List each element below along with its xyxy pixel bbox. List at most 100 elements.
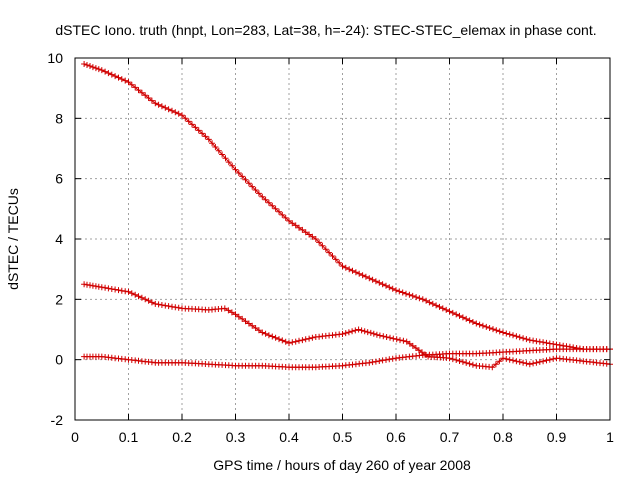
y-tick-label: -2 [51, 412, 64, 428]
data-point-plus [262, 196, 269, 203]
data-point-plus [115, 74, 122, 81]
data-point-plus [98, 67, 105, 74]
data-point-plus [516, 358, 523, 365]
data-point-plus [433, 302, 440, 309]
data-point-plus [306, 231, 313, 238]
data-point-plus [513, 358, 520, 365]
data-point-plus [202, 133, 209, 140]
data-point-plus [296, 224, 302, 231]
plot-series [81, 61, 613, 371]
data-point-plus [540, 339, 547, 346]
data-point-plus [403, 338, 410, 345]
data-point-plus [540, 358, 547, 365]
data-point-plus [252, 325, 259, 331]
data-point-plus [319, 242, 326, 249]
data-point-plus [102, 68, 109, 75]
data-point-plus [426, 299, 433, 306]
data-point-plus [212, 144, 219, 150]
data-point-plus [510, 357, 516, 364]
data-point-plus [249, 322, 256, 329]
data-point-plus [179, 112, 185, 119]
data-point-plus [352, 327, 359, 334]
y-tick-label: 4 [55, 231, 63, 247]
data-point-plus [386, 356, 393, 363]
data-point-plus [272, 334, 279, 341]
data-point-plus [413, 294, 420, 301]
data-point-plus [115, 287, 122, 294]
data-point-plus [84, 62, 90, 68]
x-axis-label: GPS time / hours of day 260 of year 2008 [213, 457, 471, 473]
data-point-plus [533, 359, 540, 366]
data-point-plus [352, 269, 359, 276]
data-point-plus [463, 359, 470, 366]
data-point-plus [225, 159, 232, 166]
data-point-plus [339, 331, 346, 337]
data-point-plus [158, 103, 165, 110]
data-point-plus [520, 359, 527, 366]
y-tick-label: 0 [55, 352, 63, 368]
data-point-plus [316, 239, 323, 246]
data-point-plus [492, 361, 499, 368]
data-point-plus [380, 333, 387, 340]
data-point-plus [516, 334, 523, 341]
data-point-plus [520, 335, 527, 342]
data-point-plus [456, 358, 463, 364]
data-point-plus [342, 330, 349, 337]
data-point-plus [259, 329, 266, 336]
series-2 [81, 281, 613, 371]
data-point-plus [409, 292, 416, 299]
data-point-plus [379, 281, 386, 288]
data-point-plus [132, 84, 139, 91]
data-point-plus [255, 327, 262, 334]
data-point-plus [376, 332, 383, 339]
data-point-plus [370, 330, 377, 337]
data-point-plus [102, 284, 109, 291]
data-point-plus [356, 270, 363, 277]
data-point-plus [169, 303, 175, 310]
axis-ticks: 0 0.1 0.2 0.3 0.4 0.5 0.6 0.7 0.8 0.9 1 -2 0 2 4 6 8 10 [47, 50, 614, 445]
data-point-plus [383, 334, 390, 340]
data-point-plus [81, 61, 88, 67]
data-point-plus [372, 278, 379, 285]
x-tick-label: 0.9 [547, 429, 567, 445]
data-point-plus [339, 263, 346, 270]
data-point-plus [399, 289, 406, 296]
data-point-plus [292, 222, 299, 229]
data-point-plus [533, 338, 540, 345]
data-point-plus [336, 259, 343, 266]
data-point-plus [446, 308, 453, 315]
data-point-plus [312, 236, 319, 242]
x-tick-label: 0.2 [172, 429, 192, 445]
data-point-plus [125, 288, 132, 295]
data-point-plus [249, 183, 256, 190]
data-point-plus [309, 233, 316, 240]
data-point-plus [225, 307, 232, 314]
data-point-plus [138, 294, 145, 301]
data-point-plus [326, 249, 333, 256]
plot-frame [74, 57, 611, 421]
data-point-plus [128, 81, 135, 88]
data-point-plus [349, 267, 356, 274]
data-point-plus [269, 333, 276, 340]
data-point-plus [245, 320, 252, 327]
data-point-plus [543, 357, 550, 364]
data-point-plus [369, 276, 376, 283]
data-point-plus [125, 79, 132, 86]
data-point-plus [358, 327, 365, 334]
data-point-plus [286, 217, 292, 224]
data-point-plus [476, 321, 483, 328]
data-point-plus [419, 296, 426, 303]
data-point-plus [526, 361, 533, 368]
data-point-plus [387, 334, 393, 341]
data-point-plus [282, 338, 289, 345]
data-point-plus [289, 339, 296, 346]
data-point-plus [296, 337, 302, 344]
x-tick-label: 1 [606, 429, 614, 445]
data-point-plus [513, 333, 520, 340]
data-point-plus [122, 288, 129, 295]
data-point-plus [453, 357, 460, 363]
y-tick-label: 8 [55, 110, 63, 126]
data-point-plus [349, 328, 356, 335]
data-point-plus [228, 309, 235, 316]
data-point-plus [262, 330, 269, 337]
